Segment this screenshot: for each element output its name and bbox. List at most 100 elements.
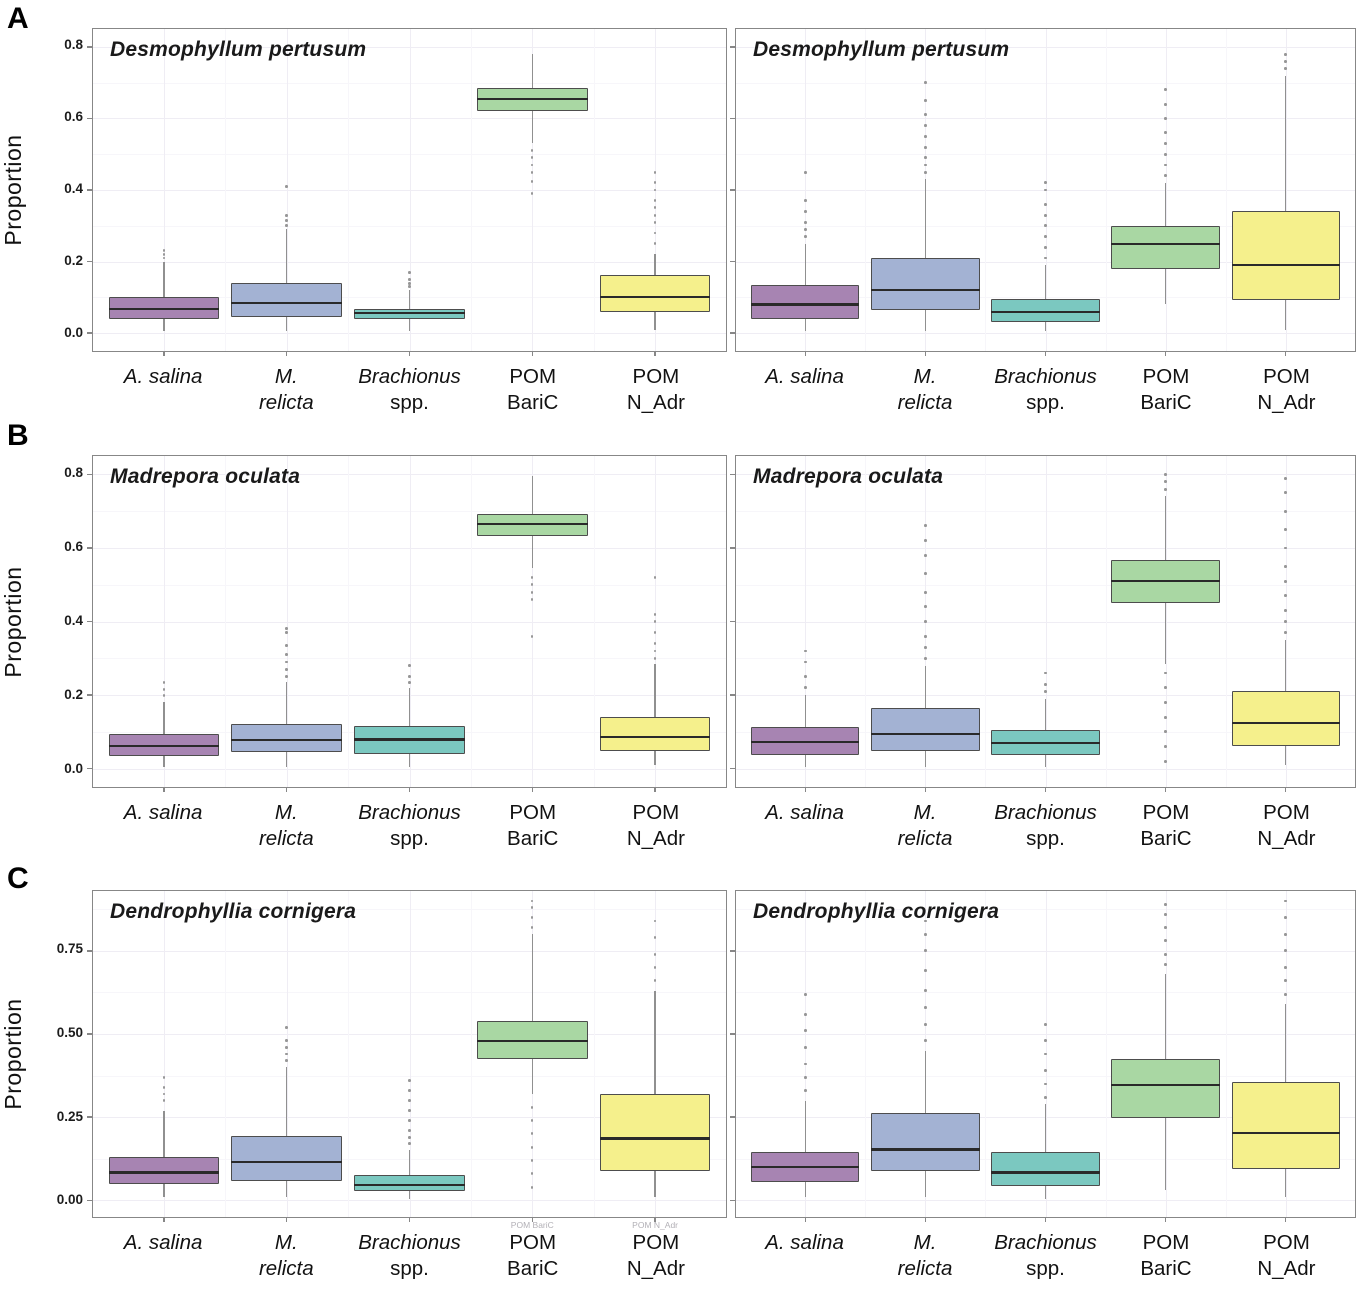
x-axis-tick xyxy=(1284,1217,1287,1222)
gridline-vertical xyxy=(805,456,807,787)
x-axis-tick xyxy=(654,1217,656,1222)
outlier-point xyxy=(1164,715,1167,719)
panel-title: Desmophyllum pertusum xyxy=(753,38,1010,61)
outlier-point xyxy=(531,926,534,930)
outlier-point xyxy=(1044,256,1047,260)
box xyxy=(1111,225,1220,270)
x-axis-category-labels: A. salina M. relicta Brachionus spp. POM BariC… xyxy=(92,788,727,868)
category-label-line: M. xyxy=(274,801,298,824)
outlier-point xyxy=(1044,235,1047,238)
panel-title: Desmophyllum pertusum xyxy=(110,38,367,61)
outlier-point xyxy=(924,163,927,167)
outlier-point xyxy=(531,163,534,167)
category-label: POM BariC xyxy=(1140,364,1191,416)
category-label-line: N_Adr xyxy=(626,1257,685,1280)
x-axis-tick xyxy=(163,1217,165,1222)
y-axis-tick xyxy=(729,189,735,191)
y-axis-tick xyxy=(729,620,735,623)
outlier-point xyxy=(804,1062,807,1066)
y-axis-title: Proportion xyxy=(0,565,26,678)
outlier-point xyxy=(653,656,657,660)
outlier-point xyxy=(408,1109,411,1113)
y-axis-tick xyxy=(86,260,92,263)
outlier-point xyxy=(285,675,288,679)
y-axis-tick xyxy=(729,46,735,48)
median-line xyxy=(476,1039,588,1042)
outlier-point xyxy=(1044,213,1047,217)
x-axis-tick xyxy=(1284,351,1287,356)
median-line xyxy=(354,1183,465,1186)
x-axis-tick xyxy=(285,351,288,356)
y-axis-tick xyxy=(729,332,735,334)
category-label-line: BariC xyxy=(507,391,559,414)
x-axis-tick xyxy=(804,351,807,356)
median-line xyxy=(231,301,343,304)
outlier-point xyxy=(1044,1095,1047,1099)
y-axis-tick xyxy=(86,46,92,48)
gridline-vertical-minor xyxy=(1225,891,1227,1217)
y-axis-tick-label: 0.2 xyxy=(64,686,83,702)
category-label-line: A. salina xyxy=(123,365,203,388)
y-axis-tick xyxy=(729,1033,735,1035)
median-line xyxy=(599,735,711,739)
figure-row-b: B Proportion 0.0 0.2 0.4 0.6 0.8 Madrepora o… xyxy=(0,419,1356,868)
outlier-point xyxy=(531,170,534,174)
row-letter-c: C xyxy=(7,862,29,895)
outlier-point xyxy=(162,1075,166,1079)
outlier-point xyxy=(408,1119,411,1123)
category-label: A. salina xyxy=(765,800,844,826)
outlier-point xyxy=(924,524,927,528)
whisker-line xyxy=(924,179,927,332)
figure-row-a: A Proportion 0.0 0.2 0.4 0.6 0.8 Desmophyllu… xyxy=(0,0,1356,425)
gridline-vertical xyxy=(286,456,288,787)
outlier-point xyxy=(408,285,411,289)
outlier-point xyxy=(924,656,927,660)
median-line xyxy=(231,739,343,742)
y-axis-tick xyxy=(86,117,92,120)
outlier-point xyxy=(285,631,288,635)
box xyxy=(991,299,1100,323)
gridline-vertical-minor xyxy=(470,456,472,787)
outlier-point xyxy=(1164,487,1167,491)
box xyxy=(751,284,860,319)
category-label-line: BariC xyxy=(1140,827,1192,850)
x-axis-tick xyxy=(285,787,288,792)
outlier-point xyxy=(653,649,657,653)
outlier-point xyxy=(162,688,166,692)
category-label-line: A. salina xyxy=(123,801,203,824)
box xyxy=(871,257,980,310)
median-line xyxy=(751,1166,860,1169)
x-axis-tick xyxy=(285,1217,288,1222)
y-axis-tick xyxy=(86,189,92,191)
category-label-line: POM xyxy=(632,365,680,388)
outlier-point xyxy=(804,1075,807,1079)
category-label-line: spp. xyxy=(390,1257,429,1280)
y-axis-tick xyxy=(86,1033,92,1035)
boxplot-panel-b-left: Madrepora oculata xyxy=(86,455,727,792)
x-axis-tick xyxy=(408,787,411,792)
outlier-point xyxy=(653,952,657,956)
outlier-point xyxy=(531,1172,534,1176)
category-label-line: POM xyxy=(1263,365,1310,388)
outlier-point xyxy=(804,660,807,664)
box xyxy=(599,717,711,752)
x-axis-tick xyxy=(531,787,534,792)
outlier-point xyxy=(285,1025,288,1029)
outlier-point xyxy=(1284,620,1287,623)
panel-c-left-wrap: Dendrophyllia cornigera POM BariC POM N_A… xyxy=(86,868,727,1297)
whisker-line xyxy=(804,1100,807,1198)
outlier-point xyxy=(1284,949,1287,953)
outlier-point xyxy=(924,170,927,174)
median-line xyxy=(599,1137,711,1140)
category-label-line: spp. xyxy=(1026,827,1065,850)
category-label-line: Brachionus xyxy=(994,365,1097,388)
outlier-point xyxy=(1164,926,1167,930)
category-label-line: spp. xyxy=(390,827,429,850)
whisker-line xyxy=(1284,75,1287,330)
gridline-vertical-minor xyxy=(865,456,867,787)
outlier-point xyxy=(1284,509,1287,513)
gridline-vertical-minor xyxy=(985,891,987,1217)
category-label-line: relicta xyxy=(897,1257,953,1280)
outlier-point xyxy=(653,199,657,203)
y-axis-tick-labels: 0.0 0.2 0.4 0.6 0.8 xyxy=(40,28,92,352)
